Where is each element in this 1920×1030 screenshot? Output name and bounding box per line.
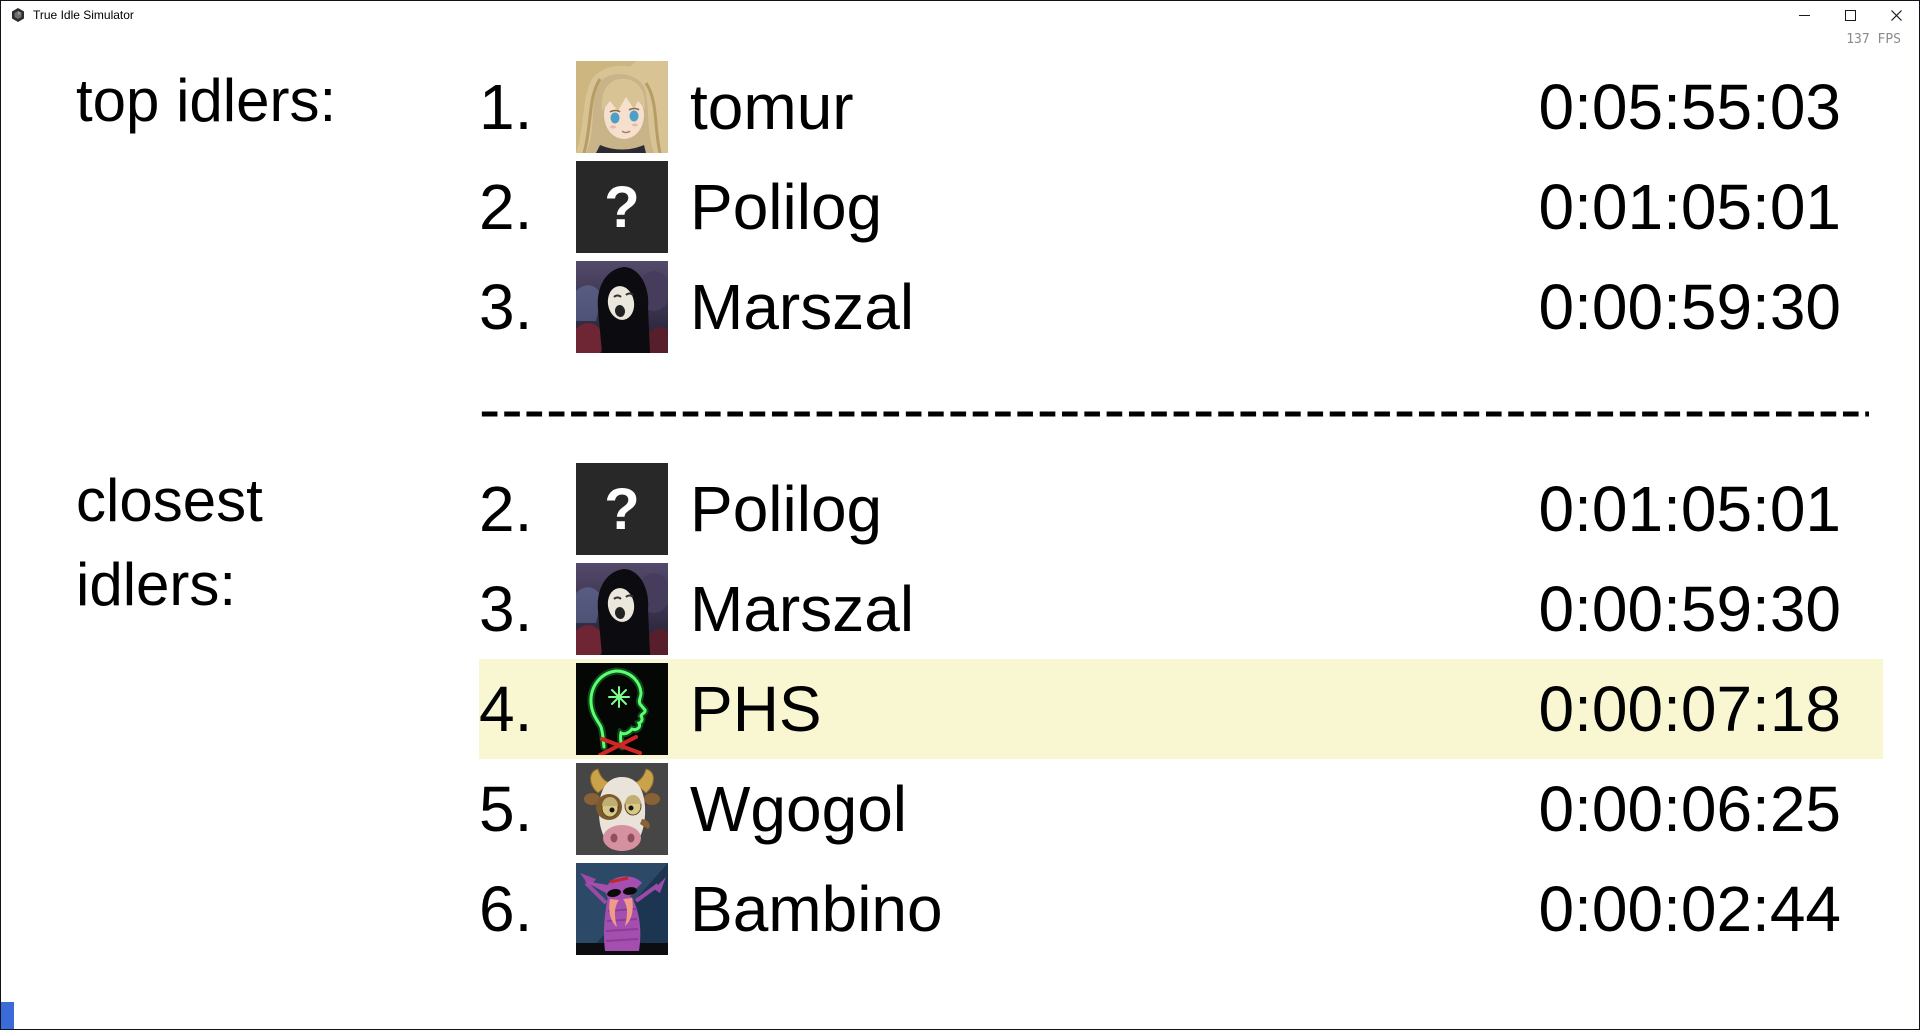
player-name: Polilog bbox=[690, 473, 883, 545]
maximize-button[interactable] bbox=[1827, 1, 1873, 29]
idle-time: 0:00:02:44 bbox=[1538, 873, 1842, 945]
top-idlers-list: 1. tomur 0:05:55:03 2. ? Polilog 0:01:05… bbox=[479, 57, 1883, 357]
svg-text:?: ? bbox=[604, 175, 639, 240]
player-name: Polilog bbox=[690, 171, 883, 243]
window-controls bbox=[1781, 1, 1919, 29]
idle-time: 0:05:55:03 bbox=[1538, 71, 1842, 143]
player-name: Marszal bbox=[690, 271, 915, 343]
app-icon bbox=[12, 8, 24, 22]
player-name: Marszal bbox=[690, 573, 915, 645]
avatar-hooded-ghost-icon bbox=[576, 563, 668, 655]
rank-number: 5. bbox=[479, 773, 533, 845]
leaderboard-row: 5. Wgogol 0:00:06:25 bbox=[479, 759, 1883, 859]
section-label-closest-idlers: closest idlers: bbox=[76, 467, 263, 618]
player-name: Wgogol bbox=[690, 773, 907, 845]
avatar-purple-monster-icon bbox=[576, 863, 668, 955]
window-title: True Idle Simulator bbox=[33, 8, 134, 22]
avatar-cartoon-cow-icon bbox=[576, 763, 668, 855]
minimize-icon bbox=[1798, 14, 1810, 16]
leaderboard-row: 3. Marszal 0:00:59:30 bbox=[479, 257, 1883, 357]
idle-time: 0:00:06:25 bbox=[1538, 773, 1842, 845]
rank-number: 6. bbox=[479, 873, 533, 945]
dashed-separator: ----------------------------------------… bbox=[479, 373, 1869, 445]
maximize-icon bbox=[1844, 9, 1856, 21]
idle-time: 0:01:05:01 bbox=[1538, 171, 1842, 243]
idle-time: 0:01:05:01 bbox=[1538, 473, 1842, 545]
idle-time: 0:00:07:18 bbox=[1538, 673, 1842, 745]
avatar-hooded-ghost-icon bbox=[576, 261, 668, 353]
rank-number: 3. bbox=[479, 573, 533, 645]
svg-text:?: ? bbox=[604, 477, 639, 542]
corner-blue-square bbox=[1, 1002, 14, 1029]
leaderboard-row: 2. ? Polilog 0:01:05:01 bbox=[479, 459, 1883, 559]
rank-number: 3. bbox=[479, 271, 533, 343]
leaderboard-row: 6. Bambino 0:00:02:44 bbox=[479, 859, 1883, 959]
idle-time: 0:00:59:30 bbox=[1538, 271, 1842, 343]
player-name: PHS bbox=[690, 673, 822, 745]
minimize-button[interactable] bbox=[1781, 1, 1827, 29]
close-icon bbox=[1890, 9, 1902, 21]
avatar-question-mark-icon: ? bbox=[576, 463, 668, 555]
rank-number: 2. bbox=[479, 473, 533, 545]
rank-number: 1. bbox=[479, 71, 533, 143]
avatar-neon-head-icon bbox=[576, 663, 668, 755]
section-label-top-idlers: top idlers: bbox=[76, 67, 337, 134]
fps-counter: 137 FPS bbox=[1846, 32, 1901, 47]
idle-time: 0:00:59:30 bbox=[1538, 573, 1842, 645]
close-button[interactable] bbox=[1873, 1, 1919, 29]
leaderboard-row: 3. Marszal 0:00:59:30 bbox=[479, 559, 1883, 659]
title-bar[interactable]: True Idle Simulator bbox=[1, 1, 1919, 29]
leaderboard-row: 4. PHS 0:00:07:18 bbox=[479, 659, 1883, 759]
rank-number: 2. bbox=[479, 171, 533, 243]
avatar-question-mark-icon: ? bbox=[576, 161, 668, 253]
rank-number: 4. bbox=[479, 673, 533, 745]
leaderboard-row: 1. tomur 0:05:55:03 bbox=[479, 57, 1883, 157]
closest-idlers-list: 2. ? Polilog 0:01:05:01 3. Marszal 0:00:… bbox=[479, 459, 1883, 959]
leaderboard-row: 2. ? Polilog 0:01:05:01 bbox=[479, 157, 1883, 257]
avatar-anime-girl-icon bbox=[576, 61, 668, 153]
player-name: tomur bbox=[690, 71, 854, 143]
player-name: Bambino bbox=[690, 873, 943, 945]
